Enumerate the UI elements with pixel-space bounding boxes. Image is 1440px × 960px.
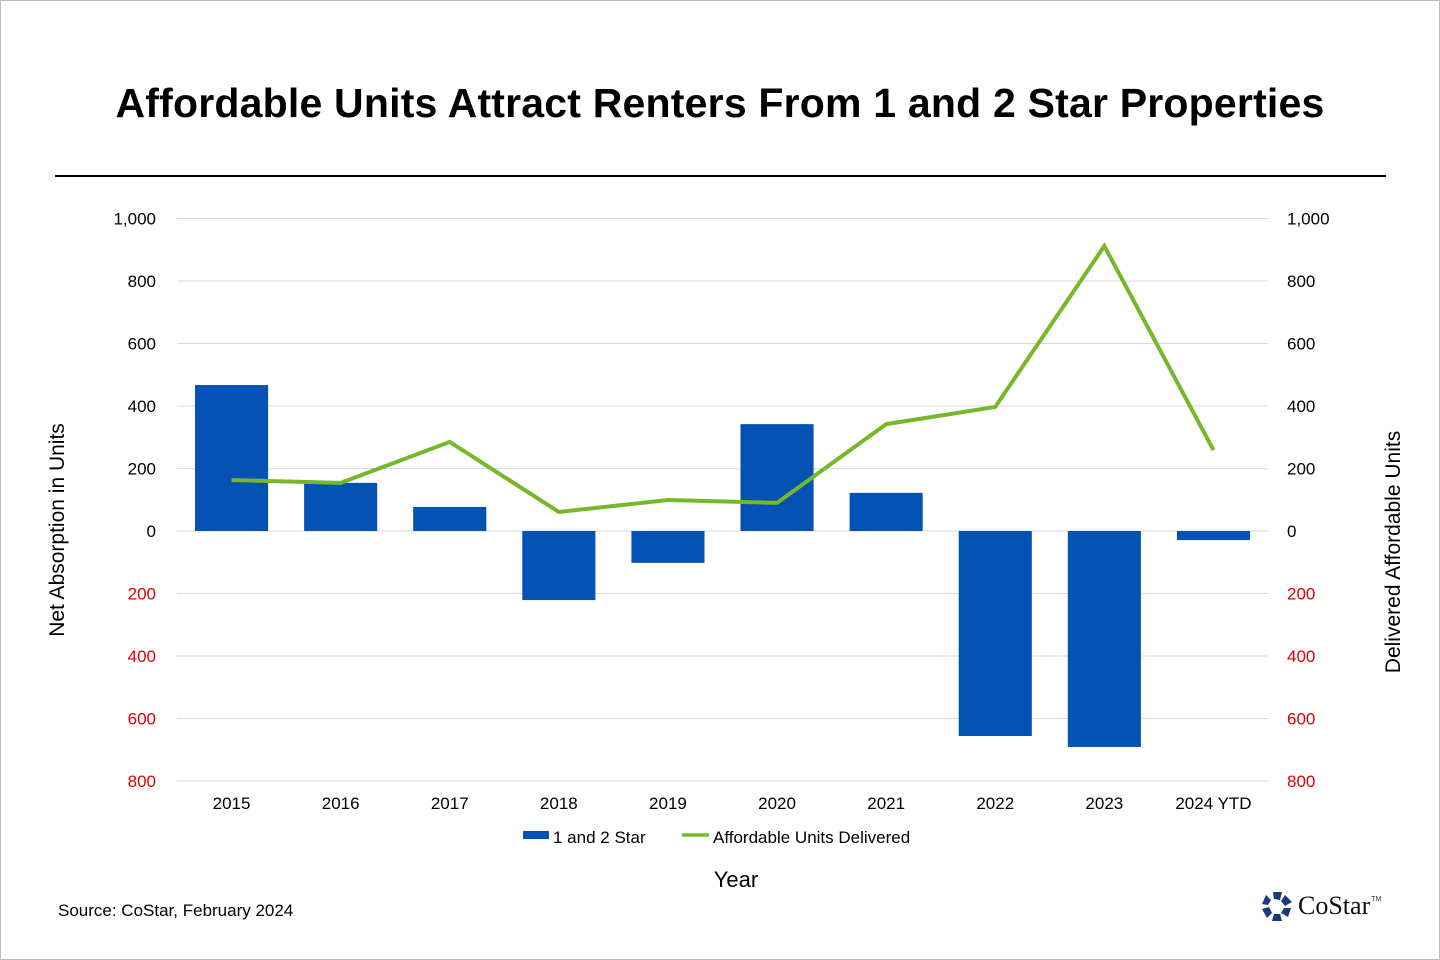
x-tick-label: 2020: [758, 794, 796, 813]
y-left-tick-label: 200: [128, 460, 156, 479]
bar-2017: [413, 506, 487, 531]
y-right-tick-label: 600: [1287, 335, 1315, 354]
x-axis-label: Year: [714, 867, 758, 892]
legend: 1 and 2 Star Affordable Units Delivered: [523, 828, 910, 847]
y-right-tick-label: 400: [1287, 647, 1315, 666]
y-axis-right-label: Delivered Affordable Units: [1382, 431, 1405, 673]
bar-2018: [522, 531, 596, 601]
y-axis-left-label: Net Absorption in Units: [46, 423, 69, 637]
y-axis-left-ticks: 1,000 800 600 400 200 0 200 400 600 800: [113, 210, 156, 792]
legend-swatch-bars: [523, 831, 549, 839]
y-left-tick-label: 400: [128, 397, 156, 416]
title-divider: [55, 175, 1386, 177]
y-right-tick-label: 400: [1287, 397, 1315, 416]
x-tick-label: 2019: [649, 794, 687, 813]
y-right-tick-label: 200: [1287, 460, 1315, 479]
y-left-tick-label: 600: [128, 335, 156, 354]
y-left-tick-label: 800: [128, 772, 156, 791]
x-tick-label: 2022: [976, 794, 1014, 813]
bar-2019: [631, 531, 705, 563]
x-tick-label: 2015: [213, 794, 251, 813]
chart-title: Affordable Units Attract Renters From 1 …: [115, 80, 1325, 126]
y-axis-right-ticks: 1,000 800 600 400 200 0 200 400 600 800: [1287, 210, 1330, 792]
y-right-tick-label: 600: [1287, 710, 1315, 729]
bar-2022: [958, 531, 1032, 736]
bar-2021: [849, 492, 923, 531]
y-right-tick-label: 1,000: [1287, 210, 1330, 229]
y-right-tick-label: 800: [1287, 272, 1315, 291]
bar-2020: [740, 424, 814, 531]
x-axis-ticks: 2015 2016 2017 2018 2019 2020 2021 2022 2023 2024…: [213, 794, 1252, 813]
legend-label-bars: 1 and 2 Star: [553, 828, 646, 847]
x-tick-label: 2023: [1085, 794, 1123, 813]
costar-logo-tm: TM: [1371, 896, 1382, 903]
y-right-tick-label: 800: [1287, 772, 1315, 791]
x-tick-label: 2021: [867, 794, 905, 813]
bar-2015: [195, 385, 269, 531]
costar-star-icon: [1262, 892, 1292, 921]
legend-label-line: Affordable Units Delivered: [713, 828, 910, 847]
costar-logo: CoStar TM: [1260, 890, 1381, 926]
bar-series: [195, 385, 1250, 747]
y-right-tick-label: 200: [1287, 585, 1315, 604]
bar-2023: [1067, 531, 1141, 747]
y-left-tick-label: 200: [128, 585, 156, 604]
line-affordable-units-delivered: [231, 242, 1216, 515]
x-tick-label: 2024 YTD: [1175, 794, 1251, 813]
line-series: [231, 242, 1216, 515]
source-note: Source: CoStar, February 2024: [58, 901, 294, 920]
y-left-tick-label: 0: [147, 522, 156, 541]
y-left-tick-label: 800: [128, 272, 156, 291]
bar-2024-ytd: [1176, 531, 1250, 541]
y-left-tick-label: 400: [128, 647, 156, 666]
costar-logo-text: CoStar: [1298, 891, 1371, 920]
y-left-tick-label: 1,000: [113, 210, 156, 229]
x-tick-label: 2018: [540, 794, 578, 813]
bar-2016: [304, 482, 378, 531]
x-tick-label: 2016: [322, 794, 360, 813]
y-right-tick-label: 0: [1287, 522, 1296, 541]
x-tick-label: 2017: [431, 794, 469, 813]
y-left-tick-label: 600: [128, 710, 156, 729]
